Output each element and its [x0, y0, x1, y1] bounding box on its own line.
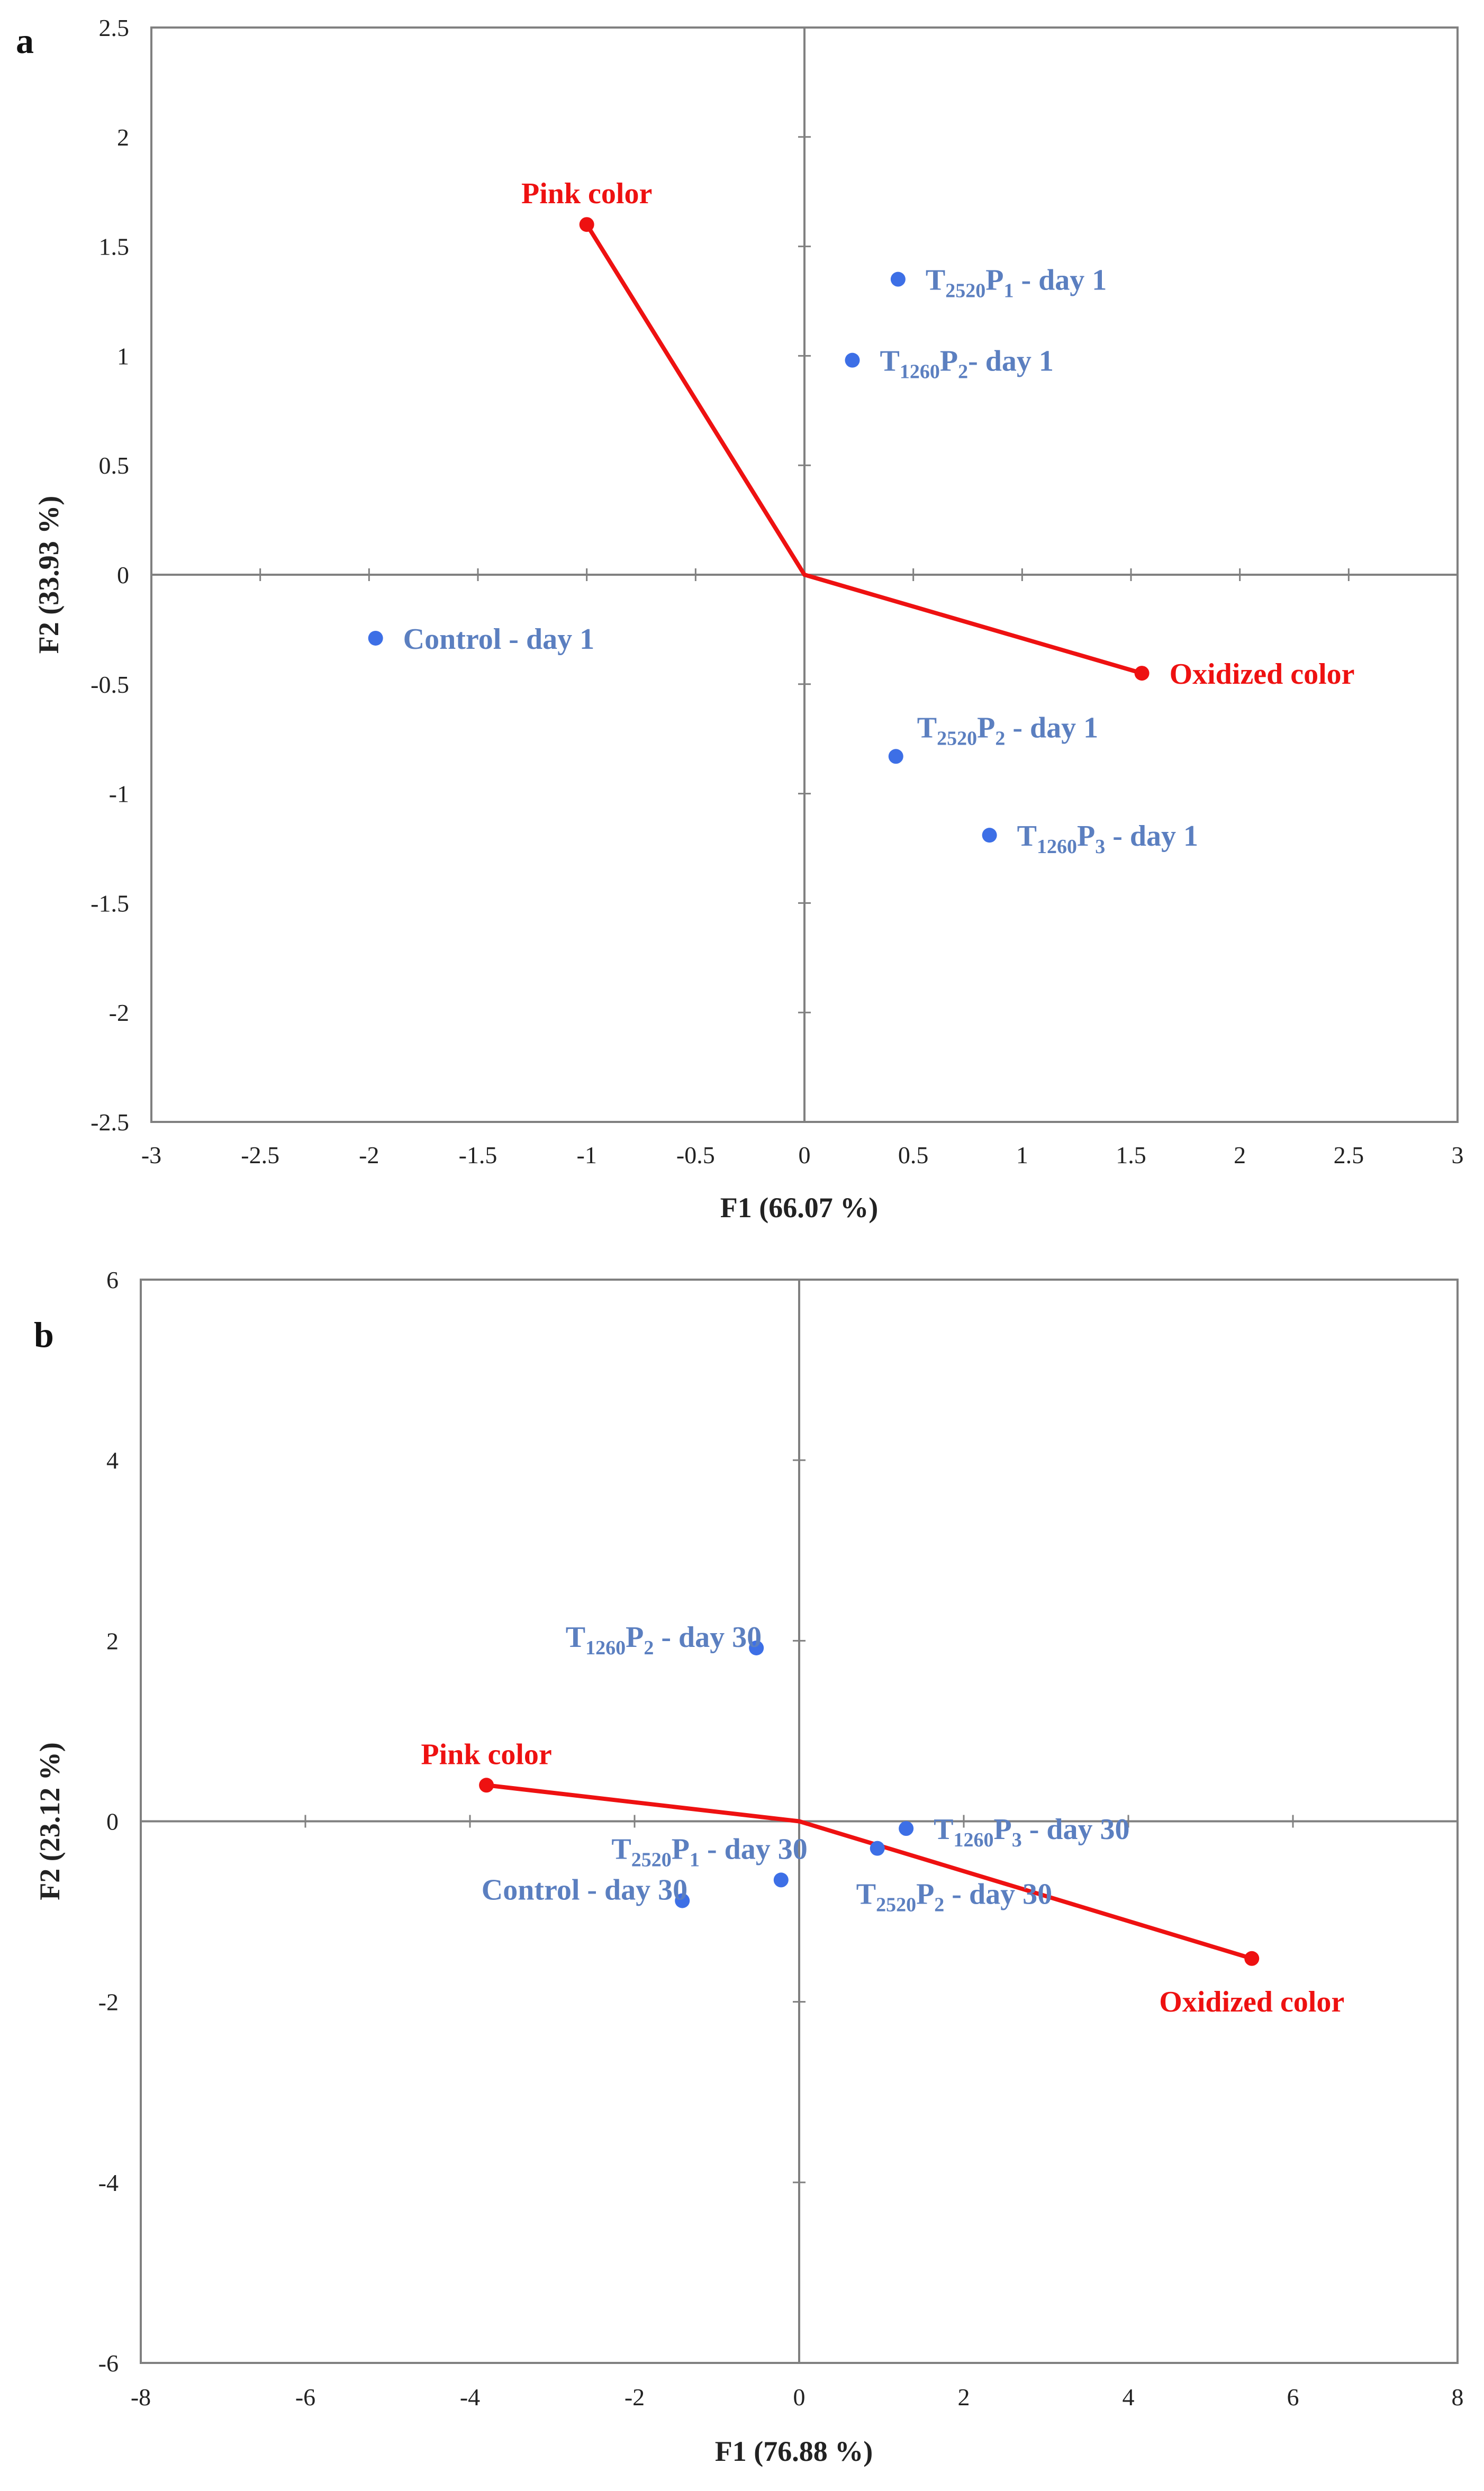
x-tick-label: -4: [460, 2384, 480, 2411]
observation-label: Control - day 30: [482, 1874, 687, 1907]
x-axis-title: F1 (76.88 %): [715, 2435, 873, 2467]
vector-point-oxidized-color: [1244, 1951, 1260, 1966]
x-tick-label: 0: [793, 2384, 806, 2411]
panel-a-biplot: -3 -2.5 -2 -1.5 -1 -0.5 0 0.5 1 1.5 2 2.5 3 2.5 2 1.5 1 0…: [16, 14, 1464, 1224]
observation-label: Control - day 1: [403, 623, 594, 656]
vector-oxidized-color: [802, 573, 1144, 676]
observation-label: T1260P3 - day 30: [934, 1813, 1129, 1851]
y-tick-label: 1.5: [99, 233, 130, 260]
x-tick-label: 1: [1016, 1142, 1028, 1168]
y-tick-label: 2.5: [99, 14, 130, 41]
y-axis-title: F2 (33.93 %): [33, 496, 65, 654]
panel-b-biplot: -8 -6 -4 -2 0 2 4 6 8 6 4 2 0 -2 -4 -6 F1 (76.88 %) F2 (2…: [34, 1266, 1464, 2467]
y-tick-label: 4: [106, 1447, 119, 1474]
x-tick-label: 4: [1123, 2384, 1135, 2411]
vector-label-oxidized-color: Oxidized color: [1159, 1986, 1344, 2018]
observation-label: T2520P1 - day 1: [926, 264, 1107, 302]
vector-label-pink-color: Pink color: [421, 1738, 551, 1771]
x-tick-label: 2: [958, 2384, 970, 2411]
x-tick-label: -3: [141, 1142, 161, 1168]
x-tick-label: -6: [295, 2384, 315, 2411]
vector-pink-color: [584, 222, 807, 577]
observation-point: [899, 1821, 914, 1836]
observation-label: T1260P2- day 1: [880, 345, 1053, 383]
y-tick-label: -4: [98, 2169, 119, 2196]
observation-point: [368, 630, 383, 646]
observation-point: [888, 749, 903, 764]
observation-label: T2520P2 - day 1: [917, 711, 1098, 749]
observation-point: [982, 828, 997, 843]
y-tick-label: -1: [109, 781, 129, 808]
y-tick-label: -6: [98, 2350, 119, 2377]
x-tick-label: 2.5: [1334, 1142, 1364, 1168]
observation-point: [675, 1893, 690, 1908]
x-tick-label: -2.5: [241, 1142, 279, 1168]
observation-label: T1260P3 - day 1: [1017, 820, 1198, 858]
x-tick-label: 1.5: [1116, 1142, 1146, 1168]
observation-label: T2520P1 - day 30: [611, 1833, 807, 1871]
observation-point: [870, 1841, 885, 1856]
panel-letter: a: [16, 21, 34, 61]
observation-point: [890, 271, 906, 287]
x-tick-label: -1.5: [459, 1142, 497, 1168]
vector-point-pink-color: [479, 1778, 494, 1793]
x-tick-label: -1: [577, 1142, 597, 1168]
y-tick-label: 0.5: [99, 452, 130, 479]
x-tick-label: -2: [625, 2384, 645, 2411]
x-tick-label: 8: [1452, 2384, 1464, 2411]
x-tick-label: -8: [131, 2384, 151, 2411]
x-tick-label: 2: [1234, 1142, 1246, 1168]
y-tick-label: -2.5: [91, 1109, 129, 1136]
y-tick-label: 1: [117, 342, 129, 369]
y-tick-label: -2: [98, 1989, 119, 2016]
vector-pink-color: [484, 1783, 801, 1824]
x-tick-label: -2: [359, 1142, 379, 1168]
y-tick-label: 2: [117, 124, 129, 151]
vector-point-pink-color: [579, 217, 594, 232]
vector-label-pink-color: Pink color: [521, 177, 652, 210]
observation-point: [845, 352, 860, 368]
y-tick-label: -1.5: [91, 890, 129, 917]
x-tick-label: -0.5: [676, 1142, 715, 1168]
y-axis-title: F2 (23.12 %): [34, 1742, 66, 1900]
x-tick-label: 0.5: [898, 1142, 929, 1168]
y-tick-label: -0.5: [91, 671, 129, 698]
x-tick-label: 6: [1287, 2384, 1299, 2411]
y-tick-label: 0: [106, 1808, 119, 1835]
y-tick-label: 6: [106, 1266, 119, 1293]
panel-letter: b: [34, 1315, 54, 1355]
vector-label-oxidized-color: Oxidized color: [1170, 658, 1355, 691]
y-tick-label: 0: [117, 561, 129, 588]
x-tick-label: 0: [799, 1142, 811, 1168]
observation-label: T2520P2 - day 30: [856, 1878, 1052, 1916]
x-tick-label: 3: [1452, 1142, 1464, 1168]
x-axis-title: F1 (66.07 %): [720, 1192, 878, 1224]
observation-label: T1260P2 - day 30: [566, 1621, 762, 1659]
observation-point: [749, 1640, 764, 1655]
vector-point-oxidized-color: [1134, 666, 1150, 681]
observation-point: [773, 1872, 789, 1888]
y-tick-label: 2: [106, 1627, 119, 1654]
y-tick-label: -2: [109, 999, 129, 1026]
